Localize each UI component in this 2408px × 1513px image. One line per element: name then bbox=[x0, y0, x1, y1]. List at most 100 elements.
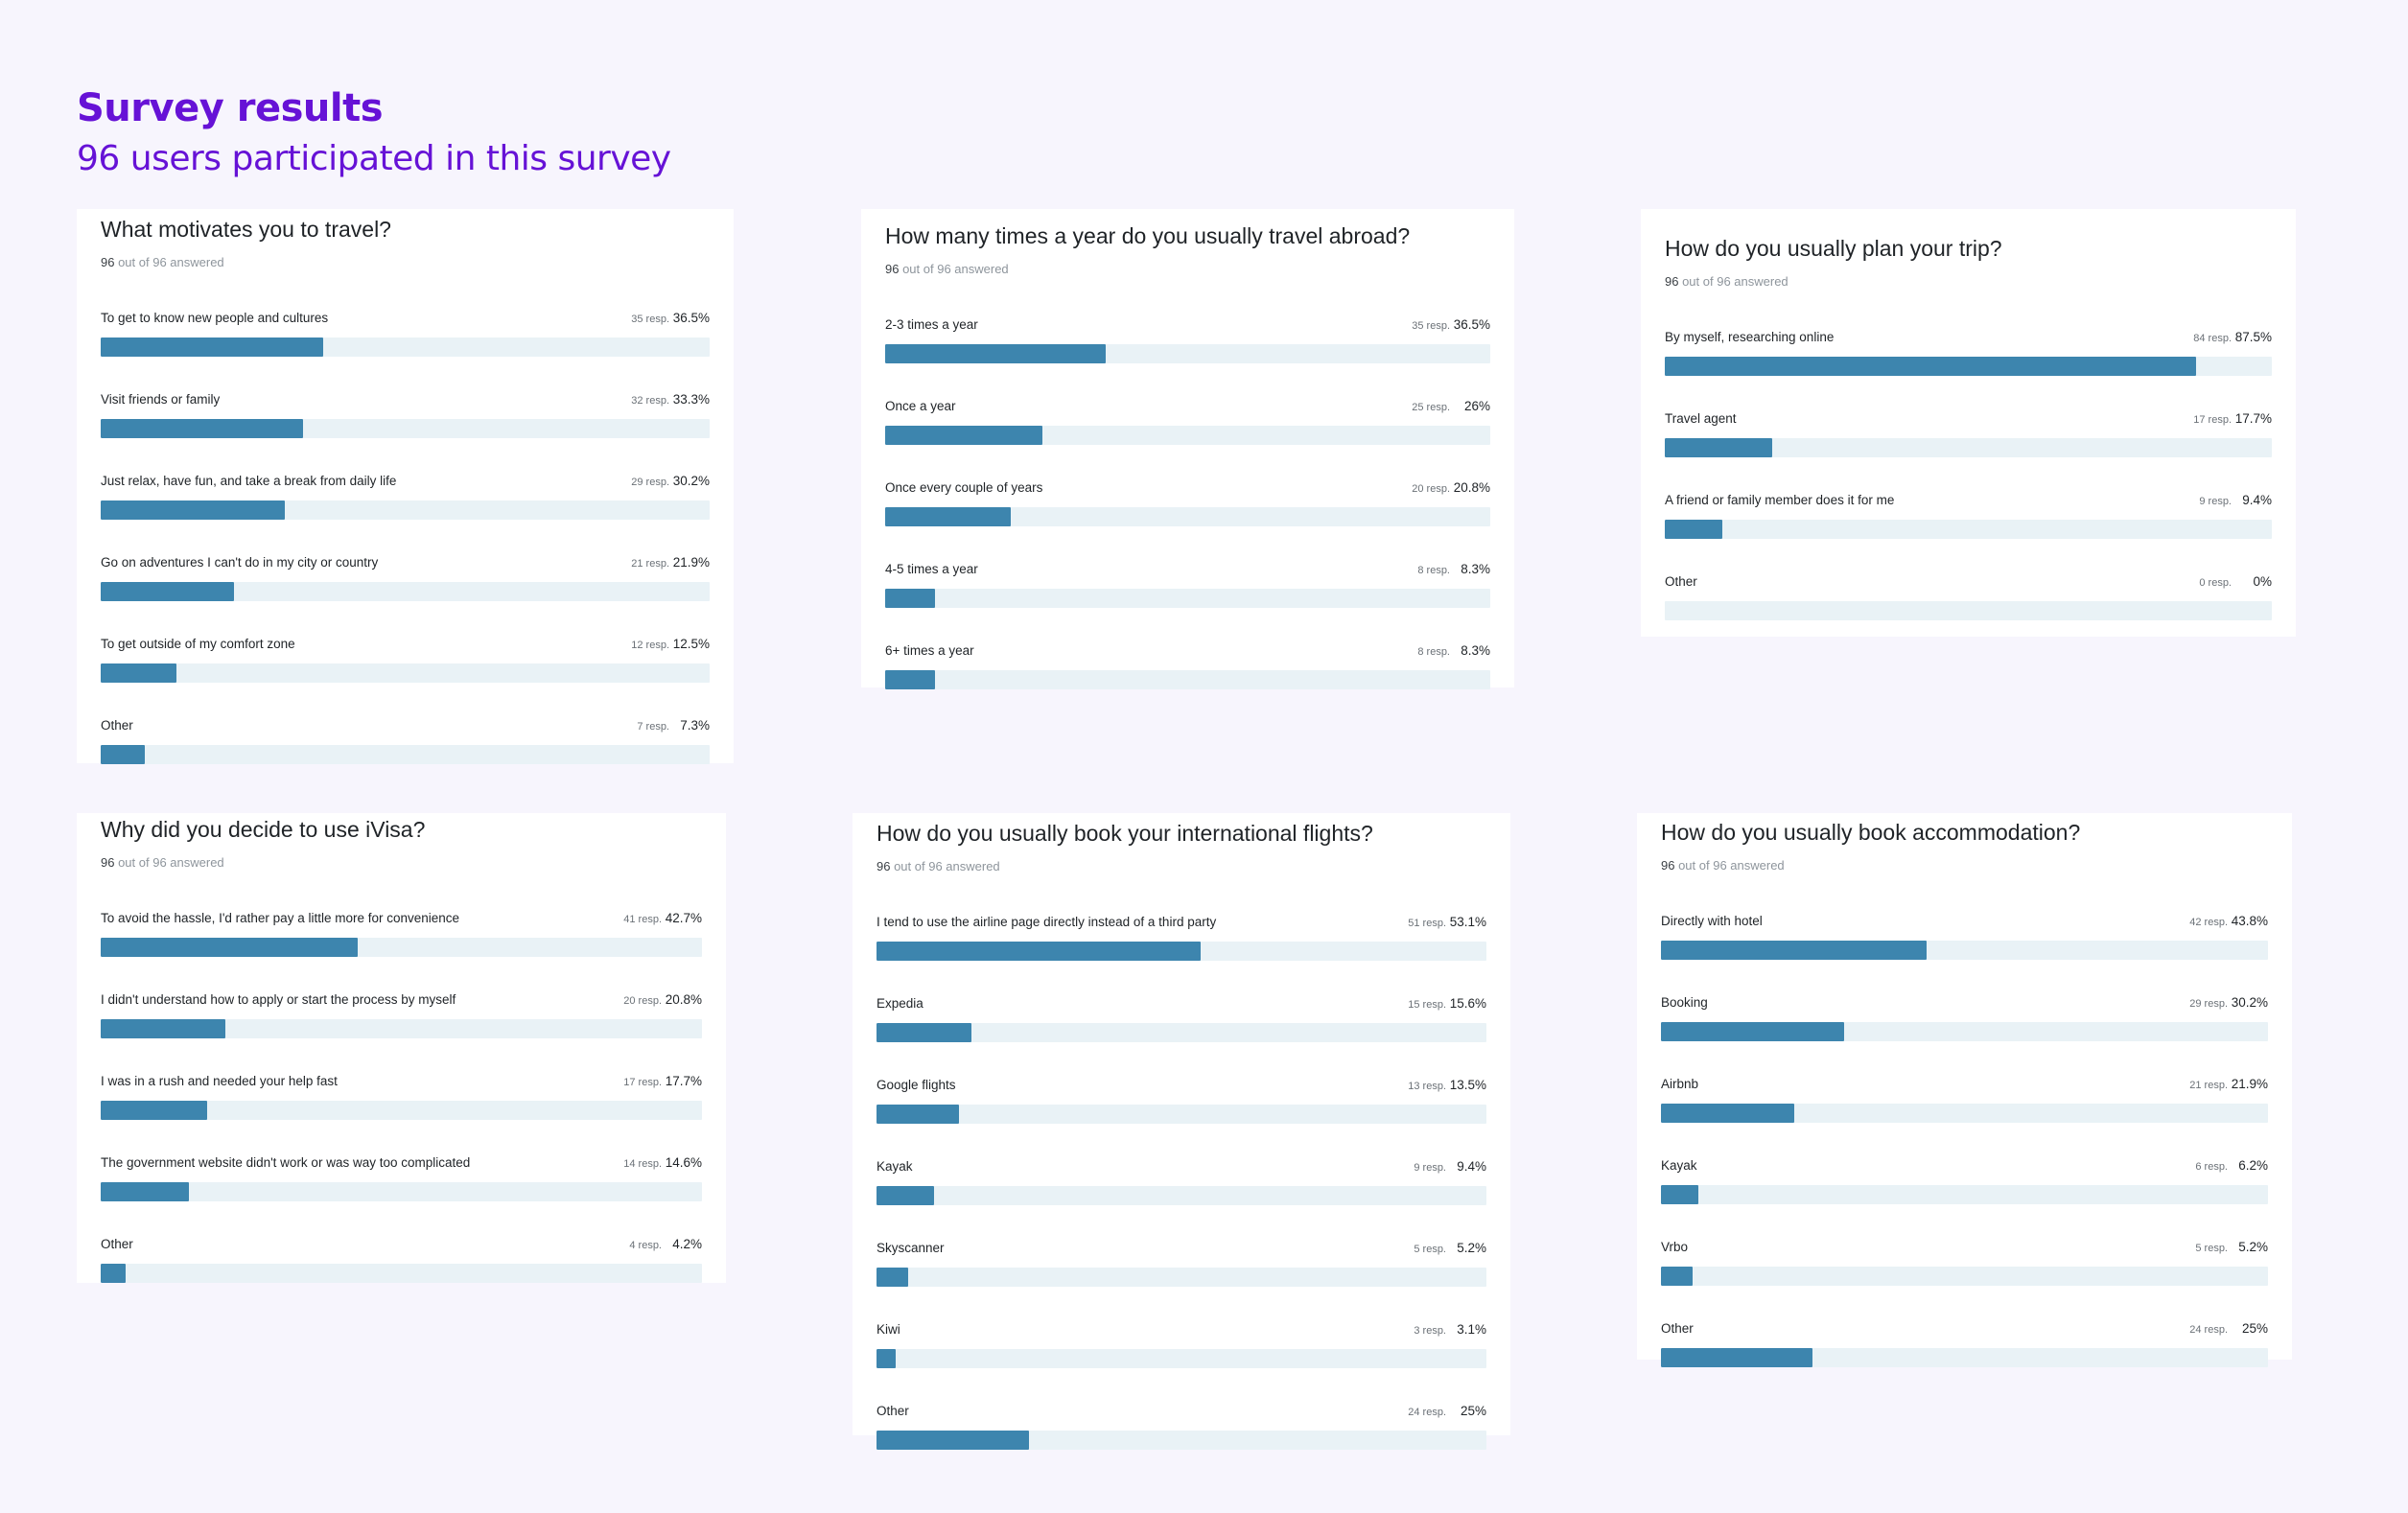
response-count: 29 resp. bbox=[2189, 998, 2228, 1010]
bar-track bbox=[101, 745, 710, 764]
question-card-flight-booking: How do you usually book your internation… bbox=[853, 813, 1510, 1450]
option-label: Visit friends or family bbox=[101, 392, 221, 407]
option-percentage: 15.6% bbox=[1449, 996, 1486, 1011]
response-count: 7 resp. bbox=[637, 721, 669, 733]
answered-label: out of 96 answered bbox=[114, 255, 224, 269]
option-label: Once a year bbox=[885, 399, 956, 413]
bar-track bbox=[877, 942, 1486, 961]
answer-option: Booking 29 resp. 30.2% bbox=[1661, 995, 2268, 1041]
option-percentage: 14.6% bbox=[665, 1155, 702, 1170]
response-count: 51 resp. bbox=[1408, 918, 1446, 929]
answer-option: The government website didn't work or wa… bbox=[101, 1155, 702, 1201]
question-title: Why did you decide to use iVisa? bbox=[101, 817, 426, 842]
response-count: 41 resp. bbox=[623, 914, 662, 925]
option-label: Expedia bbox=[877, 996, 923, 1011]
option-label: By myself, researching online bbox=[1665, 330, 1835, 344]
page-header: Survey results 96 users participated in … bbox=[77, 82, 671, 184]
bar-fill bbox=[877, 1268, 909, 1287]
bar-fill bbox=[1665, 520, 1722, 539]
response-count: 5 resp. bbox=[1414, 1244, 1446, 1255]
option-percentage: 30.2% bbox=[672, 474, 710, 488]
bar-track bbox=[101, 419, 710, 438]
response-count: 21 resp. bbox=[2189, 1080, 2228, 1091]
answer-option: Other 24 resp. 25% bbox=[1661, 1321, 2268, 1367]
bar-fill bbox=[1661, 1348, 1813, 1367]
response-count: 8 resp. bbox=[1417, 565, 1450, 576]
response-count: 42 resp. bbox=[2189, 917, 2228, 928]
option-label: Skyscanner bbox=[877, 1241, 945, 1255]
bar-fill bbox=[101, 1182, 189, 1201]
bar-fill bbox=[877, 1105, 959, 1124]
option-percentage: 0% bbox=[2253, 574, 2272, 589]
option-label: 4-5 times a year bbox=[885, 562, 978, 576]
option-label: Other bbox=[877, 1404, 909, 1418]
bar-track bbox=[101, 938, 702, 957]
bar-fill bbox=[101, 745, 146, 764]
bar-fill bbox=[101, 338, 323, 357]
option-label: Go on adventures I can't do in my city o… bbox=[101, 555, 379, 570]
answer-option: Go on adventures I can't do in my city o… bbox=[101, 555, 710, 601]
option-percentage: 9.4% bbox=[1457, 1159, 1486, 1174]
response-count: 5 resp. bbox=[2195, 1243, 2228, 1254]
bar-track bbox=[1665, 601, 2272, 620]
option-label: Kayak bbox=[877, 1159, 913, 1174]
response-count: 14 resp. bbox=[623, 1158, 662, 1170]
answered-number: 96 bbox=[1661, 858, 1675, 873]
answered-label: out of 96 answered bbox=[1674, 858, 1785, 873]
answered-count: 96 out of 96 answered bbox=[101, 255, 710, 270]
response-count: 13 resp. bbox=[1408, 1081, 1446, 1092]
answered-number: 96 bbox=[877, 859, 891, 873]
answered-count: 96 out of 96 answered bbox=[1665, 274, 2272, 290]
response-count: 21 resp. bbox=[631, 558, 669, 570]
option-percentage: 87.5% bbox=[2234, 330, 2272, 344]
page-subtitle: 96 users participated in this survey bbox=[77, 139, 671, 178]
option-percentage: 20.8% bbox=[665, 992, 702, 1007]
bar-track bbox=[1661, 1348, 2268, 1367]
bar-track bbox=[1661, 1022, 2268, 1041]
answer-option: I was in a rush and needed your help fas… bbox=[101, 1074, 702, 1120]
option-label: Kayak bbox=[1661, 1158, 1697, 1173]
answered-count: 96 out of 96 answered bbox=[877, 859, 1486, 874]
answer-option: 6+ times a year 8 resp. 8.3% bbox=[885, 643, 1490, 689]
bar-track bbox=[101, 1019, 702, 1038]
response-count: 9 resp. bbox=[2199, 496, 2232, 507]
option-percentage: 6.2% bbox=[2238, 1158, 2268, 1173]
option-label: The government website didn't work or wa… bbox=[101, 1155, 471, 1170]
option-percentage: 30.2% bbox=[2231, 995, 2268, 1010]
bar-track bbox=[101, 582, 710, 601]
question-card-trip-planning: How do you usually plan your trip? 96 out… bbox=[1641, 209, 2296, 637]
response-count: 20 resp. bbox=[1412, 483, 1450, 495]
bar-track bbox=[101, 1264, 702, 1283]
bar-track bbox=[877, 1186, 1486, 1205]
option-percentage: 12.5% bbox=[672, 637, 710, 651]
bar-track bbox=[877, 1105, 1486, 1124]
option-percentage: 43.8% bbox=[2231, 914, 2268, 928]
option-percentage: 17.7% bbox=[2234, 411, 2272, 426]
bar-fill bbox=[1661, 1022, 1845, 1041]
option-percentage: 33.3% bbox=[672, 392, 710, 407]
option-label: To get to know new people and cultures bbox=[101, 311, 329, 325]
bar-fill bbox=[885, 507, 1012, 526]
response-count: 4 resp. bbox=[629, 1240, 662, 1251]
answer-option: Once every couple of years 20 resp. 20.8% bbox=[885, 480, 1490, 526]
answer-option: To get to know new people and cultures 35… bbox=[101, 311, 710, 357]
bar-fill bbox=[877, 1431, 1029, 1450]
answer-option: 2-3 times a year 35 resp. 36.5% bbox=[885, 317, 1490, 363]
answered-count: 96 out of 96 answered bbox=[1661, 858, 2268, 873]
page-title: Survey results bbox=[77, 86, 383, 130]
bar-fill bbox=[1661, 1104, 1794, 1123]
option-label: To get outside of my comfort zone bbox=[101, 637, 295, 651]
answer-option: Kayak 6 resp. 6.2% bbox=[1661, 1158, 2268, 1204]
response-count: 3 resp. bbox=[1414, 1325, 1446, 1337]
bar-fill bbox=[885, 589, 936, 608]
option-percentage: 36.5% bbox=[672, 311, 710, 325]
bar-fill bbox=[1661, 1185, 1699, 1204]
bar-track bbox=[101, 663, 710, 683]
bar-track bbox=[877, 1268, 1486, 1287]
response-count: 8 resp. bbox=[1417, 646, 1450, 658]
response-count: 6 resp. bbox=[2195, 1161, 2228, 1173]
answer-option: I tend to use the airline page directly … bbox=[877, 915, 1486, 961]
question-card-ivisa-reason: Why did you decide to use iVisa? 96 out o… bbox=[77, 813, 726, 1283]
option-label: A friend or family member does it for me bbox=[1665, 493, 1895, 507]
bar-track bbox=[1661, 941, 2268, 960]
